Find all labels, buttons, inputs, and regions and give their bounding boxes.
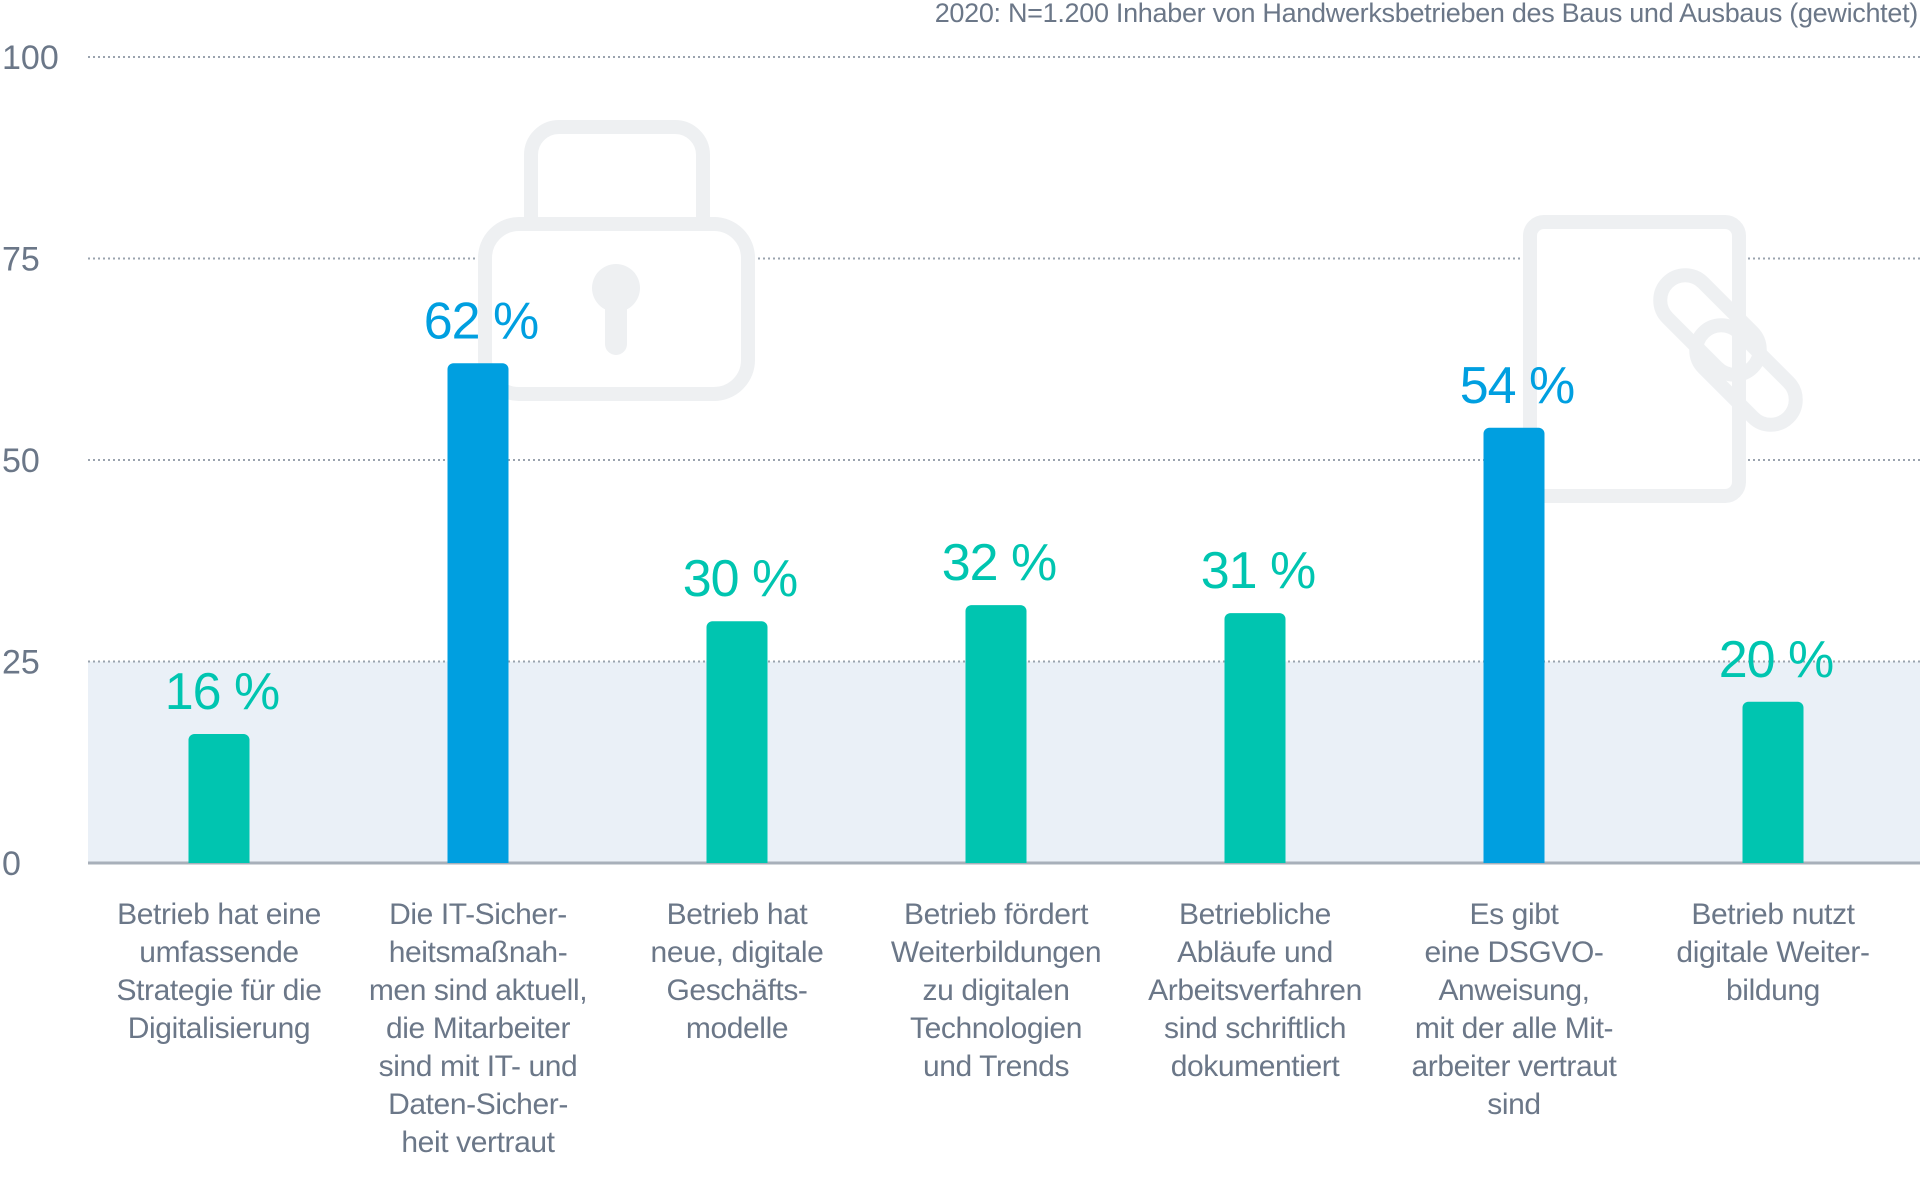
category-label-line: Digitalisierung [127,1012,311,1045]
smartphone-link-icon [1523,215,1803,503]
lock-icon [478,120,755,401]
value-label: 62 % [424,292,539,350]
category-label-line: Betrieb fördert [903,898,1089,931]
category-label-line: sind mit IT- und [378,1050,578,1083]
chart-caption: 2020: N=1.200 Inhaber von Handwerksbetri… [934,0,1919,28]
category-label-line: Arbeitsverfahren [1148,974,1362,1007]
y-tick-label: 75 [2,241,40,279]
value-label: 54 % [1460,357,1575,415]
bar [188,734,250,863]
y-tick-label: 50 [2,442,40,480]
category-label: Betrieb nutzt digitale Weiter-bildung [1648,896,1898,1010]
category-label-line: die Mitarbeiter [385,1012,571,1045]
category-label-line: zu digitalen [922,974,1070,1007]
category-label-line: Betrieb hat [666,898,808,931]
category-label-line: Abläufe und [1177,936,1333,969]
category-label-line: digitale Weiter- [1676,936,1870,969]
bar [447,363,509,863]
category-label-line: und Trends [922,1050,1070,1083]
bar [1483,427,1545,863]
category-label-line: Betriebliche [1179,898,1331,931]
category-label-line: arbeiter vertraut [1411,1050,1617,1083]
category-label-line: men sind aktuell, [368,974,588,1007]
bar [1742,701,1804,863]
category-label: Die IT-Sicher-heitsmaßnah-men sind aktue… [353,896,603,1162]
category-label-line: Betrieb hat eine [117,898,321,931]
category-label: Betrieb fördert Weiterbildungen zu digital… [871,896,1121,1086]
category-label-line: Strategie für die [116,974,322,1007]
bar [706,621,768,863]
category-label: Betrieb hat neue, digitale Geschäfts-model… [612,896,862,1048]
category-label-line: eine DSGVO- [1424,936,1604,969]
category-label: Es gibt eine DSGVO- Anweisung, mit der alle… [1389,896,1639,1124]
category-label-line: mit der alle Mit- [1414,1012,1614,1045]
category-label-line: bildung [1726,974,1820,1007]
category-label-line: sind [1487,1088,1541,1121]
category-label-line: heit vertraut [401,1126,555,1159]
category-label-line: modelle [685,1012,789,1045]
bar [965,605,1027,863]
category-label-line: heitsmaßnah- [388,936,568,969]
value-label: 30 % [683,550,798,608]
category-label-line: neue, digitale [650,936,824,969]
category-label-line: Geschäfts- [666,974,808,1007]
value-label: 32 % [942,534,1057,592]
category-label-line: Betrieb nutzt [1691,898,1855,931]
value-label: 31 % [1201,542,1316,600]
category-label-line: dokumentiert [1170,1050,1340,1083]
category-label-line: sind schriftlich [1164,1012,1346,1045]
category-label-line: Anweisung, [1438,974,1590,1007]
category-label-line: umfassende [139,936,299,969]
category-label-line: Es gibt [1469,898,1559,931]
bar [1224,613,1286,863]
value-label: 20 % [1719,631,1834,689]
category-label-line: Weiterbildungen [890,936,1102,969]
category-label-line: Die IT-Sicher- [389,898,567,931]
y-tick-label: 0 [2,845,21,883]
y-tick-label: 100 [2,39,59,77]
y-tick-label: 25 [2,644,40,682]
value-label: 16 % [165,663,280,721]
category-label: Betrieb hat eine umfassende Strategie für … [94,896,344,1048]
category-label-line: Technologien [909,1012,1082,1045]
category-label-line: Daten-Sicher- [388,1088,568,1121]
category-label: Betriebliche Abläufe und Arbeitsverfahren s… [1130,896,1380,1086]
